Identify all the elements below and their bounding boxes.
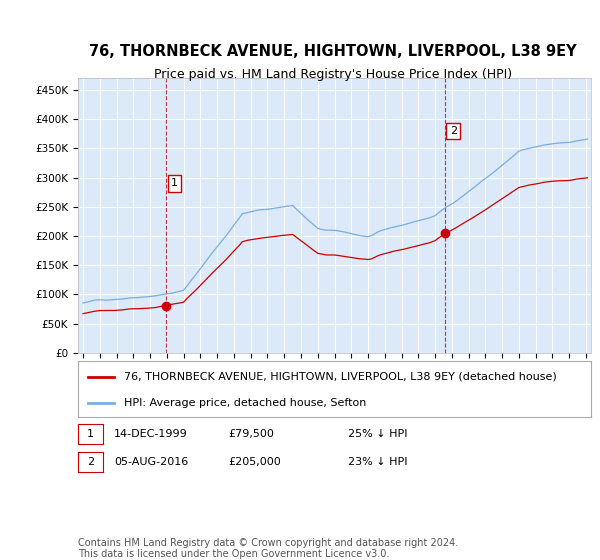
Text: 25% ↓ HPI: 25% ↓ HPI [348, 429, 407, 439]
Text: Contains HM Land Registry data © Crown copyright and database right 2024.
This d: Contains HM Land Registry data © Crown c… [78, 538, 458, 559]
Text: 76, THORNBECK AVENUE, HIGHTOWN, LIVERPOOL, L38 9EY (detached house): 76, THORNBECK AVENUE, HIGHTOWN, LIVERPOO… [124, 372, 557, 382]
Text: £205,000: £205,000 [228, 457, 281, 467]
Text: 2: 2 [450, 126, 457, 136]
Text: 2: 2 [87, 457, 94, 467]
Text: 14-DEC-1999: 14-DEC-1999 [114, 429, 188, 439]
Text: £79,500: £79,500 [228, 429, 274, 439]
Text: 05-AUG-2016: 05-AUG-2016 [114, 457, 188, 467]
Text: 1: 1 [87, 429, 94, 439]
Text: HPI: Average price, detached house, Sefton: HPI: Average price, detached house, Seft… [124, 398, 367, 408]
Text: Price paid vs. HM Land Registry's House Price Index (HPI): Price paid vs. HM Land Registry's House … [154, 68, 512, 81]
Text: 1: 1 [171, 179, 178, 189]
Text: 76, THORNBECK AVENUE, HIGHTOWN, LIVERPOOL, L38 9EY: 76, THORNBECK AVENUE, HIGHTOWN, LIVERPOO… [89, 44, 577, 59]
Text: 23% ↓ HPI: 23% ↓ HPI [348, 457, 407, 467]
